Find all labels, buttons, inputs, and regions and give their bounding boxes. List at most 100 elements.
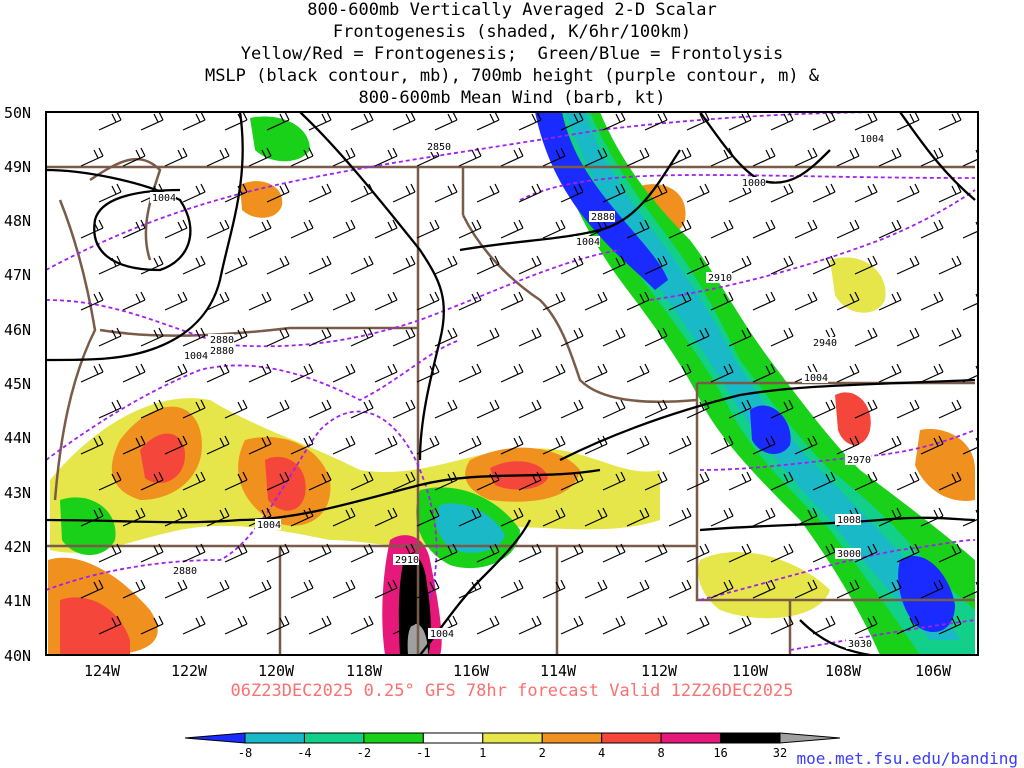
height-label: 3000 <box>837 549 861 560</box>
wind-barb <box>626 579 650 599</box>
frontogenesis-red-2 <box>265 456 306 511</box>
wind-barb <box>728 255 752 275</box>
wind-barb <box>710 147 734 167</box>
lat-label: 46N <box>4 321 31 339</box>
wind-barb <box>752 363 776 383</box>
wind-barb <box>584 363 608 383</box>
wind-barb <box>206 147 230 167</box>
wind-barb <box>374 147 398 167</box>
wind-barb <box>560 543 584 563</box>
valid-time-text: 06Z23DEC2025 0.25° GFS 78hr forecast Val… <box>230 681 794 701</box>
wind-barb <box>224 112 248 131</box>
frontolysis-green-north <box>250 116 310 162</box>
wind-barb <box>392 112 416 131</box>
frontogenesis-red-1 <box>140 433 185 484</box>
wind-barb <box>182 183 206 203</box>
wind-barb <box>962 581 978 599</box>
title-line-4: MSLP (black contour, mb), 700mb height (… <box>204 66 820 86</box>
wind-barb <box>542 147 566 167</box>
height-label: 2940 <box>813 338 837 349</box>
wind-barb <box>476 471 500 491</box>
wind-barb <box>476 112 500 131</box>
height-label: 2850 <box>427 142 451 153</box>
wind-barb <box>981 112 1003 130</box>
wind-barb <box>602 255 626 275</box>
wind-barb <box>266 327 290 347</box>
wind-barb <box>560 255 584 275</box>
colorbar: -8 -4 -2 -1 1 2 4 8 16 32 <box>184 732 841 760</box>
wind-barb <box>392 327 416 347</box>
wind-barb <box>416 435 440 455</box>
wind-barb <box>248 147 272 167</box>
wind-barb <box>728 327 752 347</box>
shading-layer <box>48 112 975 655</box>
map-frame <box>45 111 979 656</box>
frontogenesis-band-south <box>50 398 660 553</box>
wind-barb <box>206 363 230 383</box>
wind-barb <box>938 112 962 131</box>
colorbar-label: -1 <box>416 746 430 760</box>
wind-barb <box>224 399 248 419</box>
lon-label: 122W <box>171 662 208 680</box>
wind-barb <box>308 327 332 347</box>
wind-barb <box>686 327 710 347</box>
wind-barb <box>80 147 104 167</box>
lat-label: 40N <box>4 647 31 665</box>
wind-barb <box>896 327 920 347</box>
wind-barb <box>518 183 542 203</box>
wind-barb <box>350 112 374 131</box>
wind-barb <box>896 399 920 419</box>
wind-barb <box>644 399 668 419</box>
wind-barb <box>182 471 206 491</box>
wind-barb <box>878 219 902 239</box>
wind-barb <box>560 183 584 203</box>
wind-barb <box>770 615 794 635</box>
wind-barb <box>140 399 164 419</box>
mslp-contours <box>46 112 976 655</box>
lon-label: 116W <box>453 662 490 680</box>
wind-barb <box>981 544 1003 562</box>
wind-barb <box>332 435 356 455</box>
wind-barb <box>98 112 122 131</box>
height-label: 2880 <box>591 212 615 223</box>
wind-barb <box>266 112 290 131</box>
wind-barb <box>434 543 458 563</box>
wind-barb <box>98 471 122 491</box>
wind-barb <box>686 112 710 131</box>
wind-barb <box>770 471 794 491</box>
wind-barb <box>686 615 710 635</box>
wind-barb <box>416 219 440 239</box>
wind-barb <box>392 471 416 491</box>
wind-barb <box>878 147 902 167</box>
wind-barb <box>164 291 188 311</box>
wind-barb <box>981 400 1003 418</box>
wind-barb <box>392 615 416 635</box>
wind-barb <box>350 183 374 203</box>
wind-barb <box>308 471 332 491</box>
wind-barb <box>374 579 398 599</box>
wind-barb <box>80 435 104 455</box>
wind-barb <box>80 219 104 239</box>
wind-barb <box>938 183 962 203</box>
frontogenesis-east-2 <box>698 551 830 619</box>
wind-barb <box>854 112 878 131</box>
wind-barb <box>896 471 920 491</box>
wind-barb <box>266 399 290 419</box>
wind-barb <box>728 471 752 491</box>
wind-barb <box>896 183 920 203</box>
lon-label: 120W <box>258 662 295 680</box>
wind-barb <box>434 471 458 491</box>
colorbar-label: -2 <box>357 746 371 760</box>
wind-barb <box>920 147 944 167</box>
wind-barb <box>350 543 374 563</box>
wind-barb <box>140 112 164 131</box>
wind-barb <box>122 291 146 311</box>
wind-barb <box>350 399 374 419</box>
wind-barb <box>854 399 878 419</box>
wind-barb <box>140 615 164 635</box>
wind-barb <box>224 615 248 635</box>
wind-barb <box>500 363 524 383</box>
wind-barb <box>542 435 566 455</box>
wind-barb <box>476 399 500 419</box>
lat-label: 49N <box>4 158 31 176</box>
